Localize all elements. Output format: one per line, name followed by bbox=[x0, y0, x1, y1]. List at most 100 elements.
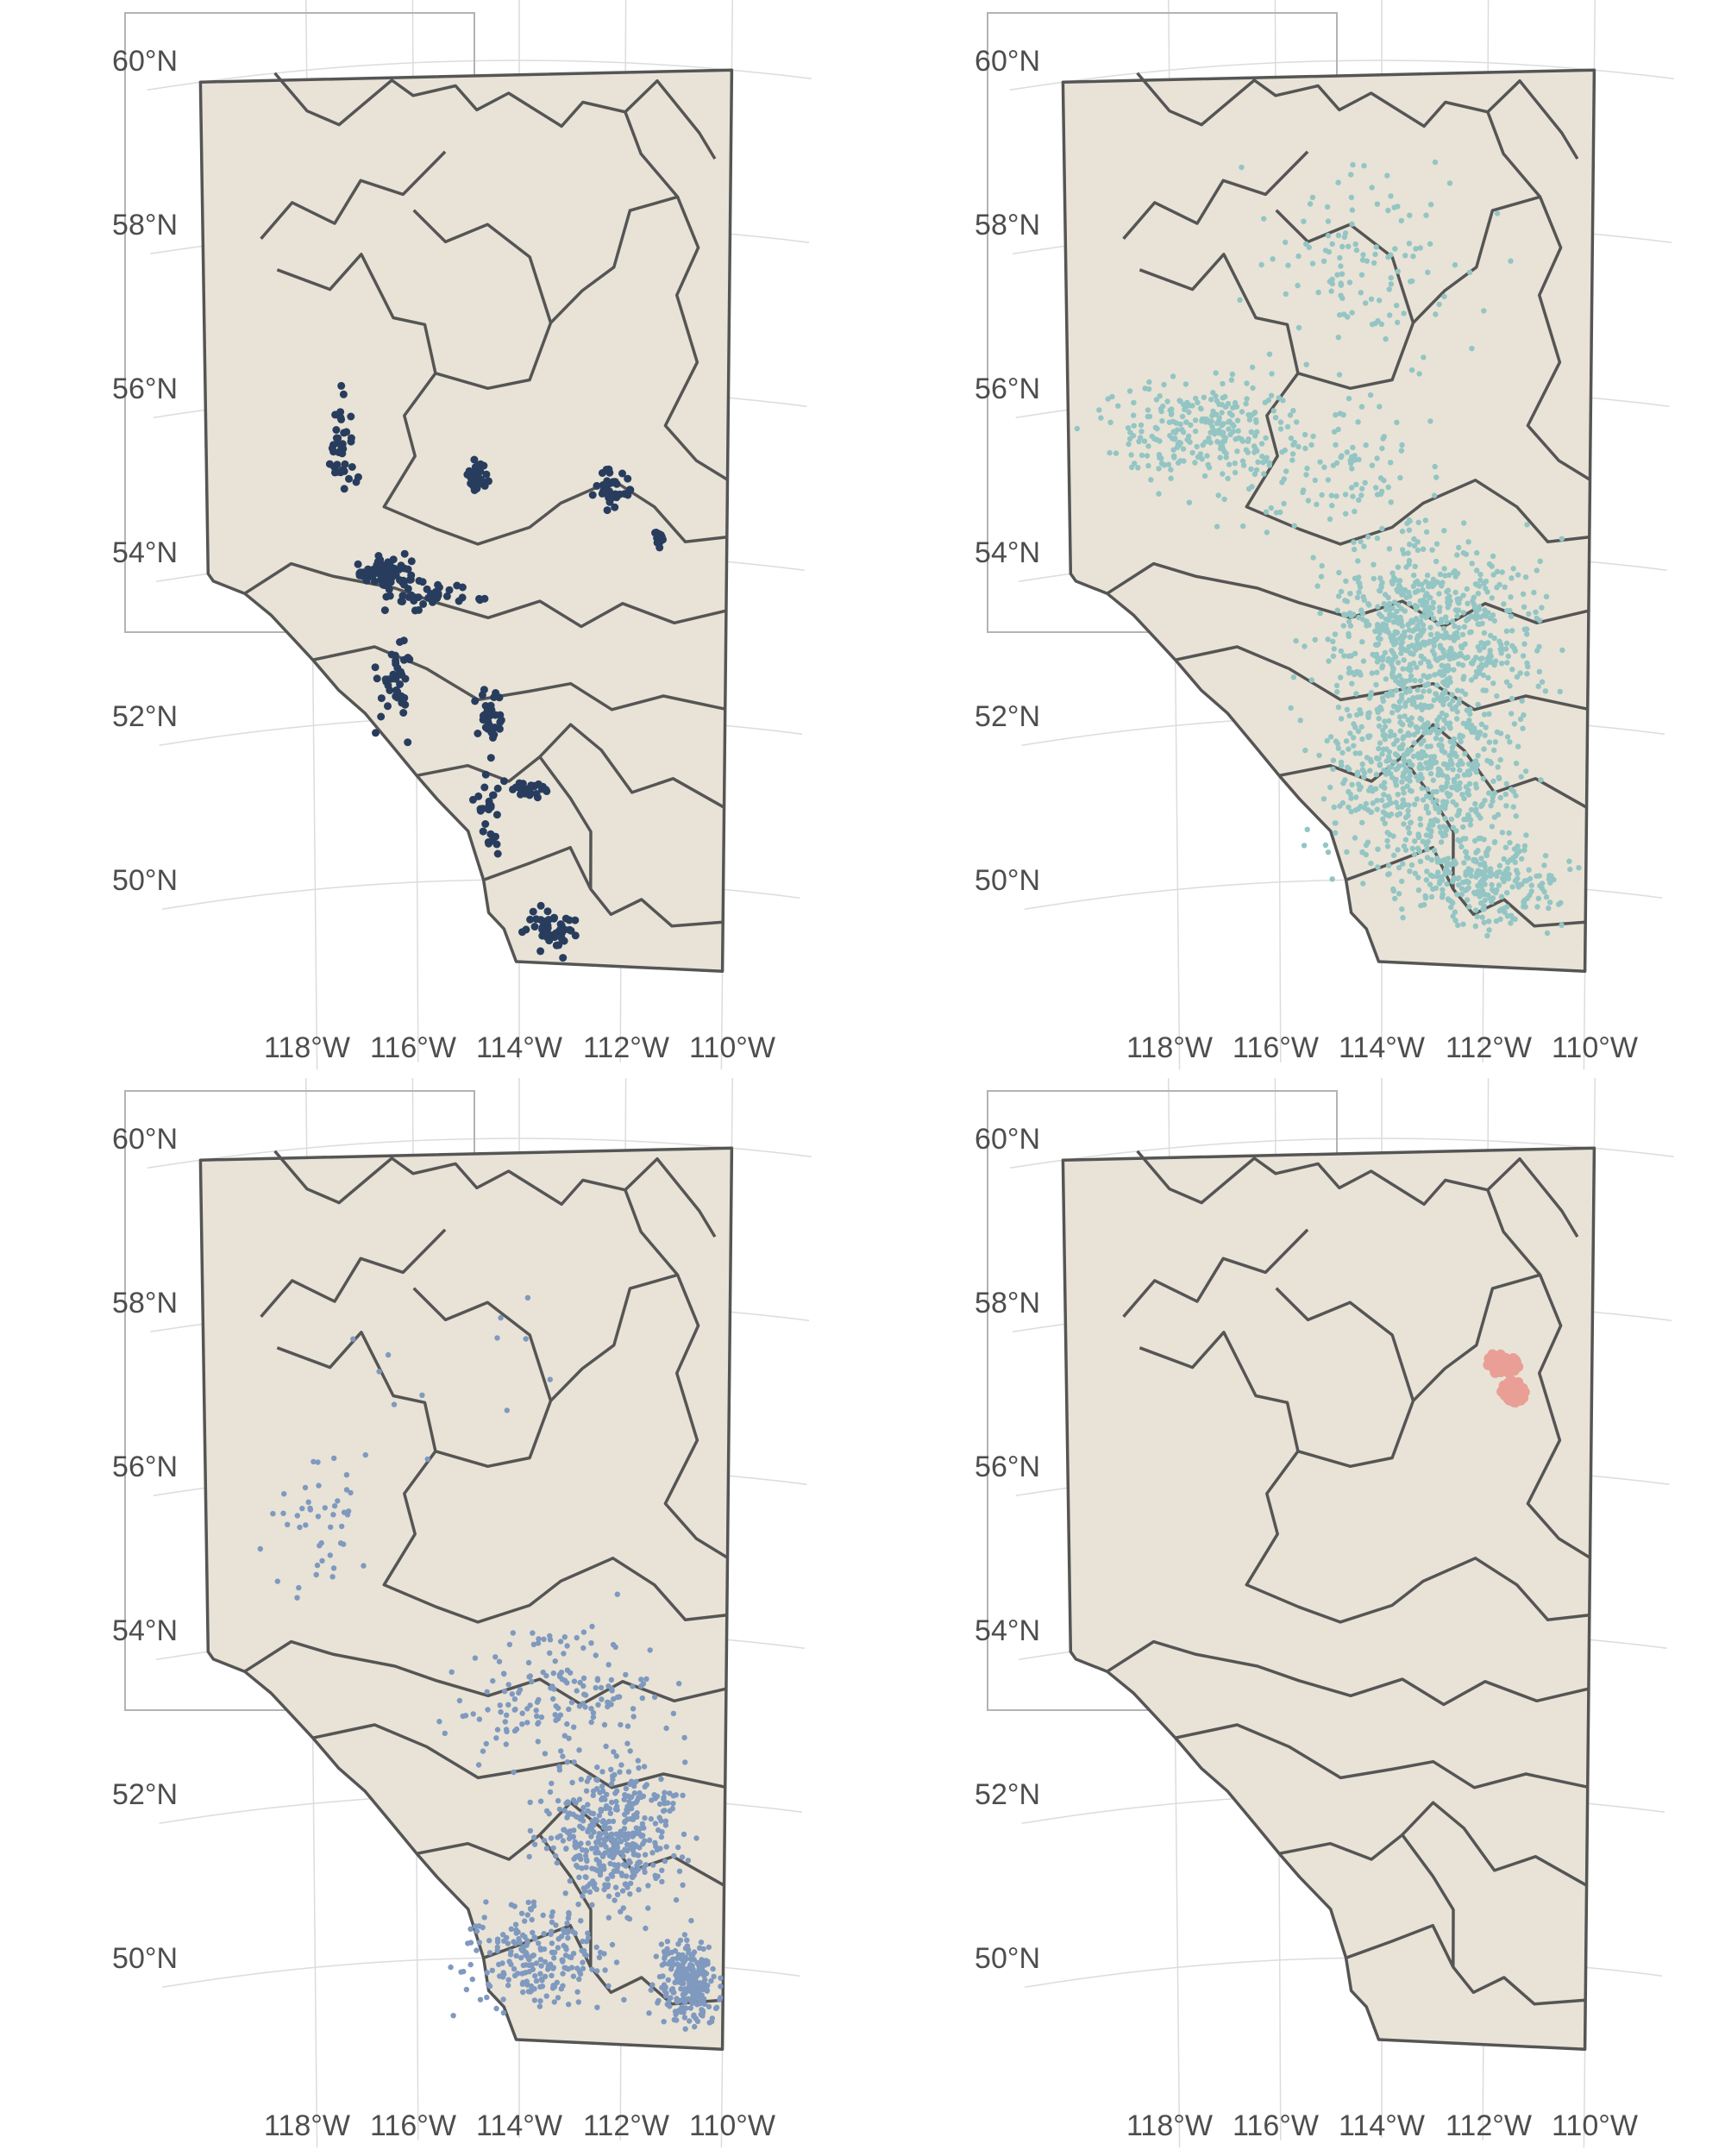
data-point bbox=[1352, 750, 1358, 756]
data-point bbox=[584, 1778, 591, 1784]
data-point bbox=[1438, 644, 1444, 650]
data-point bbox=[1486, 927, 1492, 933]
data-point bbox=[658, 1833, 665, 1840]
data-point bbox=[662, 1955, 668, 1961]
data-point bbox=[536, 1696, 542, 1703]
data-point bbox=[1330, 766, 1336, 772]
data-point bbox=[1332, 631, 1339, 637]
data-point bbox=[1319, 492, 1325, 498]
data-point bbox=[1416, 371, 1422, 377]
data-point bbox=[1346, 766, 1352, 773]
data-point bbox=[505, 1682, 511, 1688]
data-point bbox=[1302, 431, 1308, 438]
data-point bbox=[1221, 448, 1227, 454]
data-point bbox=[1412, 870, 1418, 876]
data-point bbox=[1395, 204, 1401, 210]
data-point bbox=[1217, 454, 1223, 461]
data-point bbox=[1375, 317, 1381, 324]
data-point bbox=[1168, 467, 1174, 473]
data-point bbox=[1464, 617, 1470, 624]
data-point bbox=[590, 1714, 597, 1720]
data-point bbox=[580, 1825, 586, 1832]
data-point bbox=[1494, 568, 1501, 574]
data-point bbox=[1423, 212, 1429, 218]
data-point bbox=[524, 1954, 531, 1960]
data-point bbox=[1491, 747, 1497, 754]
data-point bbox=[704, 1987, 710, 1993]
data-point bbox=[315, 1459, 321, 1465]
data-point bbox=[1446, 761, 1453, 768]
data-point bbox=[653, 1953, 659, 1959]
data-point bbox=[1239, 409, 1245, 415]
data-point bbox=[1452, 589, 1458, 596]
data-point bbox=[1396, 811, 1403, 817]
data-point bbox=[1394, 303, 1400, 309]
data-point bbox=[1444, 695, 1450, 701]
data-point bbox=[1490, 895, 1496, 901]
data-point bbox=[396, 638, 404, 646]
data-point bbox=[1268, 392, 1275, 398]
data-point bbox=[1443, 652, 1449, 659]
data-point bbox=[675, 1844, 681, 1851]
data-point bbox=[348, 463, 356, 471]
data-point bbox=[1464, 707, 1470, 713]
data-point bbox=[618, 469, 626, 478]
data-point bbox=[1270, 256, 1276, 262]
data-point bbox=[1382, 736, 1388, 743]
alberta-basemap bbox=[1061, 1146, 1596, 2051]
data-point bbox=[580, 1645, 586, 1651]
data-point bbox=[385, 1351, 392, 1358]
data-point bbox=[467, 1961, 474, 1968]
data-point bbox=[1182, 406, 1188, 413]
data-point bbox=[560, 1983, 566, 1989]
data-point bbox=[612, 1771, 618, 1778]
data-point bbox=[489, 791, 497, 799]
region-boundary bbox=[1106, 1639, 1590, 1707]
data-point bbox=[1420, 838, 1426, 844]
data-point bbox=[1504, 734, 1511, 740]
data-point bbox=[474, 1947, 480, 1953]
lon-tick-label: 110°W bbox=[1552, 2109, 1638, 2142]
data-point bbox=[1376, 723, 1383, 730]
data-point bbox=[539, 1984, 546, 1990]
data-point bbox=[1494, 729, 1501, 736]
data-point bbox=[552, 929, 561, 937]
data-point bbox=[1494, 585, 1500, 591]
data-point bbox=[1459, 792, 1465, 798]
data-point bbox=[1451, 741, 1457, 748]
data-point bbox=[1396, 704, 1403, 711]
data-point bbox=[674, 1971, 681, 1977]
data-point bbox=[1535, 683, 1541, 689]
data-point bbox=[339, 1523, 345, 1530]
data-point bbox=[1385, 207, 1391, 214]
data-point bbox=[1482, 881, 1488, 887]
data-point bbox=[549, 1919, 555, 1926]
data-point bbox=[1437, 571, 1444, 578]
data-point bbox=[1349, 221, 1355, 227]
data-point bbox=[1360, 658, 1367, 664]
data-point bbox=[549, 1780, 555, 1787]
data-point bbox=[1480, 775, 1486, 782]
data-point bbox=[1494, 873, 1500, 879]
data-point bbox=[1417, 245, 1423, 251]
data-point bbox=[1400, 721, 1406, 728]
data-point bbox=[1443, 827, 1450, 833]
data-point bbox=[667, 1790, 673, 1796]
data-point bbox=[681, 2015, 688, 2021]
data-point bbox=[636, 1764, 642, 1771]
data-point bbox=[329, 448, 338, 456]
data-point bbox=[688, 1954, 694, 1960]
lon-tick-label: 116°W bbox=[1233, 2109, 1319, 2142]
data-point bbox=[518, 1910, 525, 1916]
data-point bbox=[550, 1845, 556, 1852]
data-point bbox=[717, 1996, 723, 2002]
data-point bbox=[1395, 660, 1402, 666]
data-point bbox=[1384, 172, 1390, 179]
data-point bbox=[1385, 484, 1391, 491]
data-point bbox=[1115, 403, 1121, 409]
data-point bbox=[1144, 453, 1151, 459]
data-point bbox=[1333, 738, 1339, 744]
data-point bbox=[1157, 405, 1164, 412]
data-point bbox=[673, 1896, 680, 1903]
data-point bbox=[1400, 786, 1406, 792]
